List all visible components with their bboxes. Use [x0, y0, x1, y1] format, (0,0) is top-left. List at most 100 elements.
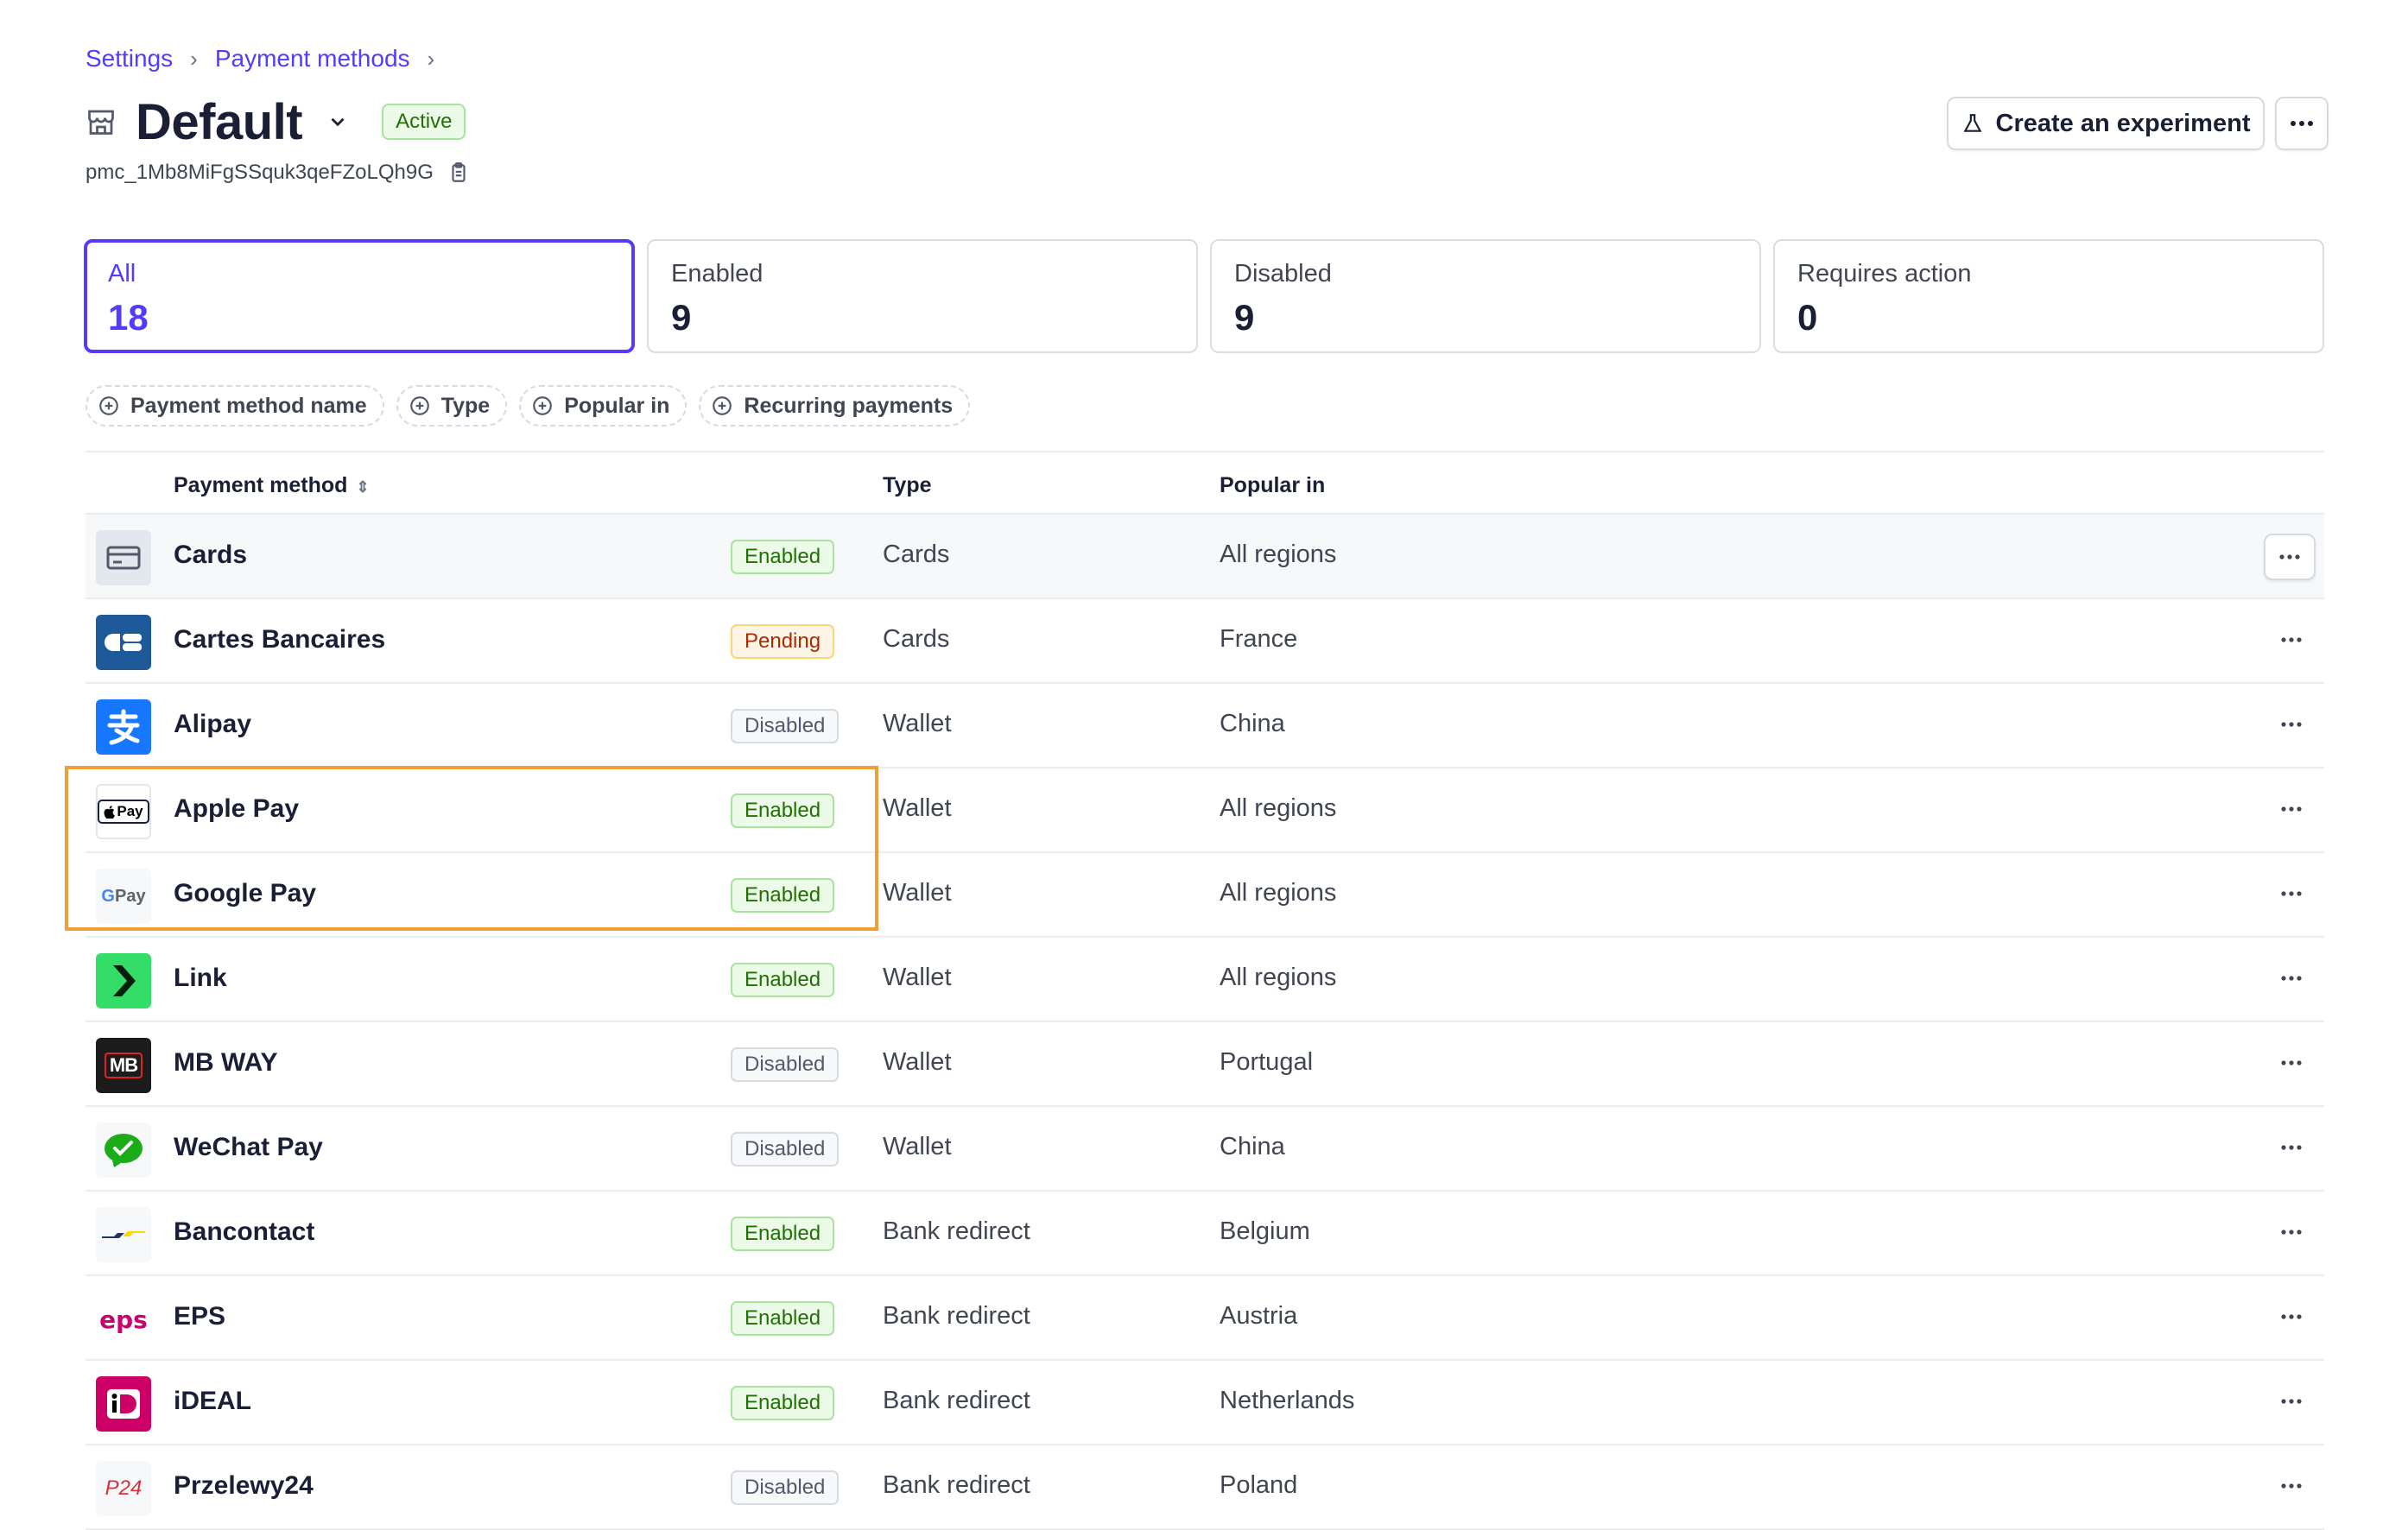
alipay-logo [96, 699, 151, 755]
title-row: Default Active [86, 92, 466, 152]
filter-type[interactable]: Type [396, 385, 508, 427]
payment-method-type: Wallet [883, 964, 952, 991]
stat-card-all[interactable]: All 18 [84, 239, 635, 353]
ellipsis-icon [2281, 1314, 2302, 1319]
breadcrumb-settings[interactable]: Settings [86, 45, 174, 72]
stat-value: 18 [108, 297, 149, 338]
payment-method-name[interactable]: MB WAY [174, 1048, 278, 1077]
payment-method-name[interactable]: Cartes Bancaires [174, 625, 386, 654]
eps-logo: eps [96, 1292, 151, 1347]
google-pay-logo: GPay [96, 869, 151, 924]
row-more-button[interactable] [2267, 1295, 2316, 1338]
apple-pay-logo-text: Pay [117, 803, 143, 819]
payment-method-name[interactable]: WeChat Pay [174, 1133, 323, 1161]
row-more-button[interactable] [2267, 1041, 2316, 1084]
cartes-bancaires-logo [96, 615, 151, 670]
chevron-right-icon: › [190, 45, 198, 72]
row-more-button[interactable] [2264, 534, 2316, 580]
table-row[interactable]: Link Enabled Wallet All regions [86, 936, 2324, 1021]
table-row[interactable]: Cartes Bancaires Pending Cards France [86, 597, 2324, 682]
config-id: pmc_1Mb8MiFgSSquk3qeFZoLQh9G [86, 161, 434, 184]
payment-method-type: Bank redirect [883, 1217, 1030, 1245]
stat-cards: All 18 Enabled 9 Disabled 9 Requires act… [84, 239, 2324, 353]
create-experiment-button[interactable]: Create an experiment [1947, 97, 2265, 150]
row-more-button[interactable] [2267, 957, 2316, 1000]
wechat-pay-logo [96, 1122, 151, 1178]
stat-card-enabled[interactable]: Enabled 9 [647, 239, 1198, 353]
card-icon [96, 530, 151, 585]
popular-in: France [1220, 625, 1298, 653]
popular-in: All regions [1220, 541, 1337, 568]
ellipsis-icon [2281, 1060, 2302, 1065]
more-options-button[interactable] [2275, 97, 2329, 150]
filter-label: Popular in [564, 393, 670, 418]
payment-method-name[interactable]: iDEAL [174, 1387, 251, 1415]
table-row[interactable]: Alipay Disabled Wallet China [86, 682, 2324, 767]
row-more-button[interactable] [2267, 872, 2316, 915]
filter-label: Type [440, 393, 491, 418]
payment-method-type: Wallet [883, 1048, 952, 1076]
filter-payment-method-name[interactable]: Payment method name [86, 385, 384, 427]
popular-in: All regions [1220, 794, 1337, 822]
popular-in: Austria [1220, 1302, 1298, 1330]
row-more-button[interactable] [2267, 703, 2316, 746]
row-more-button[interactable] [2267, 787, 2316, 831]
table-row[interactable]: GPay Google Pay Enabled Wallet All regio… [86, 851, 2324, 936]
status-badge: Enabled [731, 540, 835, 574]
stat-card-disabled[interactable]: Disabled 9 [1210, 239, 1761, 353]
payment-method-name[interactable]: Apple Pay [174, 794, 300, 823]
payment-method-type: Wallet [883, 710, 952, 737]
payment-method-name[interactable]: Bancontact [174, 1217, 315, 1246]
status-badge: Enabled [731, 793, 835, 828]
row-more-button[interactable] [2267, 1211, 2316, 1254]
sort-icon[interactable]: ⇕ [356, 478, 370, 496]
payment-method-name[interactable]: Link [174, 964, 227, 992]
page-title: Default [136, 93, 303, 150]
row-more-button[interactable] [2267, 1464, 2316, 1508]
table-row[interactable]: Bancontact Enabled Bank redirect Belgium [86, 1190, 2324, 1274]
ideal-logo [96, 1376, 151, 1432]
row-more-button[interactable] [2267, 1126, 2316, 1169]
status-badge: Active [382, 104, 466, 140]
column-header-popular-in: Popular in [1220, 473, 1326, 497]
table-row[interactable]: Pay Apple Pay Enabled Wallet All regions [86, 767, 2324, 851]
plus-circle-icon [533, 396, 553, 415]
status-badge: Enabled [731, 878, 835, 913]
breadcrumb-payment-methods[interactable]: Payment methods [214, 45, 410, 72]
payment-method-name[interactable]: Google Pay [174, 879, 317, 907]
clipboard-icon[interactable] [447, 161, 470, 184]
table-row[interactable]: iDEAL Enabled Bank redirect Netherlands [86, 1359, 2324, 1444]
payment-method-type: Cards [883, 541, 950, 568]
row-more-button[interactable] [2267, 1380, 2316, 1423]
column-header-payment-method[interactable]: Payment method ⇕ [174, 473, 370, 498]
stat-card-requires-action[interactable]: Requires action 0 [1773, 239, 2324, 353]
payment-method-name[interactable]: Cards [174, 541, 248, 569]
popular-in: All regions [1220, 879, 1337, 907]
table-row[interactable]: P24 Przelewy24 Disabled Bank redirect Po… [86, 1444, 2324, 1530]
payment-method-type: Wallet [883, 794, 952, 822]
table-row[interactable]: eps EPS Enabled Bank redirect Austria [86, 1274, 2324, 1359]
stat-label: All [108, 260, 136, 288]
table-row[interactable]: MB MB WAY Disabled Wallet Portugal [86, 1021, 2324, 1105]
popular-in: All regions [1220, 964, 1337, 991]
filter-recurring-payments[interactable]: Recurring payments [699, 385, 971, 427]
row-more-button[interactable] [2267, 618, 2316, 661]
ellipsis-icon [2279, 554, 2300, 560]
google-pay-logo-text: Pay [114, 886, 146, 906]
filter-popular-in[interactable]: Popular in [519, 385, 688, 427]
stat-label: Enabled [671, 260, 764, 288]
payment-method-name[interactable]: Alipay [174, 710, 252, 738]
ellipsis-icon [2281, 637, 2302, 642]
status-badge: Disabled [731, 1132, 840, 1166]
filter-bar: Payment method name Type Popular in Recu… [86, 385, 971, 427]
popular-in: Portugal [1220, 1048, 1314, 1076]
ellipsis-icon [2281, 806, 2302, 812]
payment-method-name[interactable]: EPS [174, 1302, 226, 1331]
table-row[interactable]: Cards Enabled Cards All regions [86, 513, 2324, 597]
chevron-down-icon[interactable] [326, 111, 349, 133]
popular-in: Poland [1220, 1471, 1298, 1499]
payment-method-name[interactable]: Przelewy24 [174, 1471, 314, 1500]
table-row[interactable]: WeChat Pay Disabled Wallet China [86, 1105, 2324, 1190]
filter-label: Recurring payments [744, 393, 954, 418]
popular-in: China [1220, 1133, 1285, 1160]
